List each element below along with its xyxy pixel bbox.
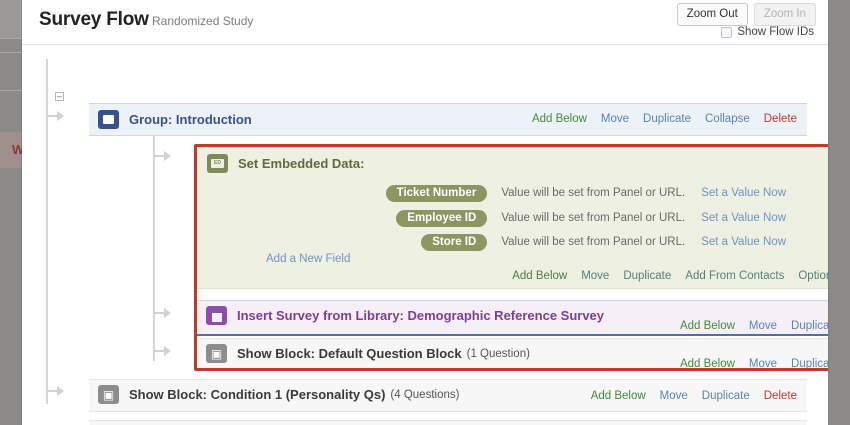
embedded-data-actions: Add Below Move Duplicate Add From Contac…	[512, 270, 828, 282]
group-collapse-toggle[interactable]: –	[55, 91, 64, 101]
condition-1-actions: Add Below Move Duplicate Delete	[591, 390, 797, 402]
clipboard-icon	[206, 306, 227, 325]
library-title-row: Insert Survey from Library: Demographic …	[206, 306, 604, 325]
library-duplicate-link[interactable]: Duplicate	[791, 320, 828, 332]
show-flow-ids-checkbox[interactable]	[721, 26, 733, 38]
tree-spine-nested	[153, 103, 155, 361]
default-block-title-row: ▣ Show Block: Default Question Block (1 …	[206, 344, 530, 363]
condition-1-block[interactable]: ▣ Show Block: Condition 1 (Personality Q…	[89, 379, 807, 412]
condition-1-title: Show Block: Condition 1 (Personality Qs)	[129, 387, 386, 402]
group-title: Group: Introduction	[129, 112, 252, 127]
ed-duplicate-link[interactable]: Duplicate	[623, 270, 672, 282]
folder-icon	[98, 110, 119, 129]
block-move-link[interactable]: Move	[748, 358, 778, 370]
set-a-value-now-link[interactable]: Set a Value Now	[701, 187, 786, 199]
cube-icon-glyph: ▣	[102, 387, 115, 402]
add-new-field-link[interactable]: Add a New Field	[266, 253, 351, 265]
embedded-data-icon-text: ED	[211, 159, 224, 168]
default-block-question-count: (1 Question)	[466, 347, 530, 360]
condition-1-title-row: ▣ Show Block: Condition 1 (Personality Q…	[98, 385, 459, 404]
field-note: Value will be set from Panel or URL.	[501, 187, 686, 199]
survey-flow-modal: Survey Flow Randomized Study Zoom Out Zo…	[22, 0, 828, 425]
insert-survey-library-block[interactable]: Insert Survey from Library: Demographic …	[197, 300, 828, 336]
survey-name-subtitle: Randomized Study	[152, 14, 254, 28]
condition-4-block[interactable]: ▣ Show Block: Condition 4 (Images) (4 Qu…	[89, 420, 807, 425]
tree-arrow	[46, 385, 66, 397]
ed-move-link[interactable]: Move	[581, 270, 610, 282]
field-name-pill[interactable]: Store ID	[421, 233, 488, 251]
tree-arrow	[46, 110, 66, 122]
tree-arrow-nested	[153, 345, 173, 357]
default-block-actions: Add Below Move Duplicate	[680, 358, 828, 370]
cond1-duplicate-link[interactable]: Duplicate	[701, 390, 750, 402]
group-duplicate-link[interactable]: Duplicate	[643, 113, 691, 125]
ed-options-link[interactable]: Options	[798, 270, 828, 282]
embedded-data-title: Set Embedded Data:	[238, 156, 365, 171]
embedded-field-row: Store ID Value will be set from Panel or…	[421, 233, 786, 251]
group-actions: Add Below Move Duplicate Collapse Delete	[532, 113, 797, 125]
group-delete-link[interactable]: Delete	[763, 113, 797, 125]
library-add-below-link[interactable]: Add Below	[679, 320, 735, 332]
embedded-data-icon: ED	[207, 154, 228, 173]
ed-add-from-contacts-link[interactable]: Add From Contacts	[685, 270, 785, 282]
library-title: Insert Survey from Library: Demographic …	[237, 308, 605, 323]
embedded-field-row: Ticket Number Value will be set from Pan…	[385, 184, 786, 202]
tree-arrow-nested	[153, 307, 173, 319]
show-flow-ids-control[interactable]: Show Flow IDs	[721, 26, 814, 38]
set-a-value-now-link[interactable]: Set a Value Now	[701, 212, 786, 224]
cond1-add-below-link[interactable]: Add Below	[590, 390, 646, 402]
cube-icon-glyph: ▣	[210, 346, 223, 361]
group-collapse-link[interactable]: Collapse	[705, 113, 750, 125]
field-name-pill[interactable]: Ticket Number	[385, 184, 488, 202]
embedded-field-row: Employee ID Value will be set from Panel…	[396, 209, 786, 227]
field-name-pill[interactable]: Employee ID	[396, 209, 488, 227]
tree-spine	[46, 59, 48, 404]
field-note: Value will be set from Panel or URL.	[501, 212, 686, 224]
modal-header: Survey Flow Randomized Study Zoom Out Zo…	[22, 0, 828, 45]
group-header[interactable]: Group: Introduction Add Below Move Dupli…	[89, 103, 807, 136]
cube-icon: ▣	[206, 344, 227, 363]
condition-1-question-count: (4 Questions)	[390, 388, 460, 401]
zoom-in-button: Zoom In	[753, 3, 816, 26]
default-block-title: Show Block: Default Question Block	[237, 346, 462, 361]
embedded-data-block[interactable]: ED Set Embedded Data: Ticket Number Valu…	[197, 147, 828, 289]
flow-canvas: – Group: Introduction Add Below Move Dup…	[22, 45, 828, 425]
ed-add-below-link[interactable]: Add Below	[512, 270, 568, 282]
cond1-delete-link[interactable]: Delete	[763, 390, 797, 402]
library-actions: Add Below Move Duplicate	[680, 320, 828, 332]
highlight-box	[194, 144, 828, 371]
block-duplicate-link[interactable]: Duplicate	[791, 358, 828, 370]
group-title-row: Group: Introduction	[98, 110, 252, 129]
page-title: Survey Flow	[39, 9, 149, 30]
zoom-controls: Zoom Out Zoom In	[676, 3, 816, 26]
block-add-below-link[interactable]: Add Below	[679, 358, 735, 370]
library-move-link[interactable]: Move	[748, 320, 778, 332]
group-add-below-link[interactable]: Add Below	[531, 113, 587, 125]
field-note: Value will be set from Panel or URL.	[501, 236, 686, 248]
tree-arrow-nested	[153, 150, 173, 162]
default-question-block[interactable]: ▣ Show Block: Default Question Block (1 …	[197, 338, 828, 371]
cond1-move-link[interactable]: Move	[659, 390, 688, 402]
set-a-value-now-link[interactable]: Set a Value Now	[701, 236, 786, 248]
embedded-data-title-row: ED Set Embedded Data:	[207, 154, 364, 173]
show-flow-ids-label: Show Flow IDs	[737, 26, 814, 38]
cube-icon: ▣	[98, 385, 119, 404]
zoom-out-button[interactable]: Zoom Out	[676, 3, 748, 26]
group-move-link[interactable]: Move	[600, 113, 630, 125]
